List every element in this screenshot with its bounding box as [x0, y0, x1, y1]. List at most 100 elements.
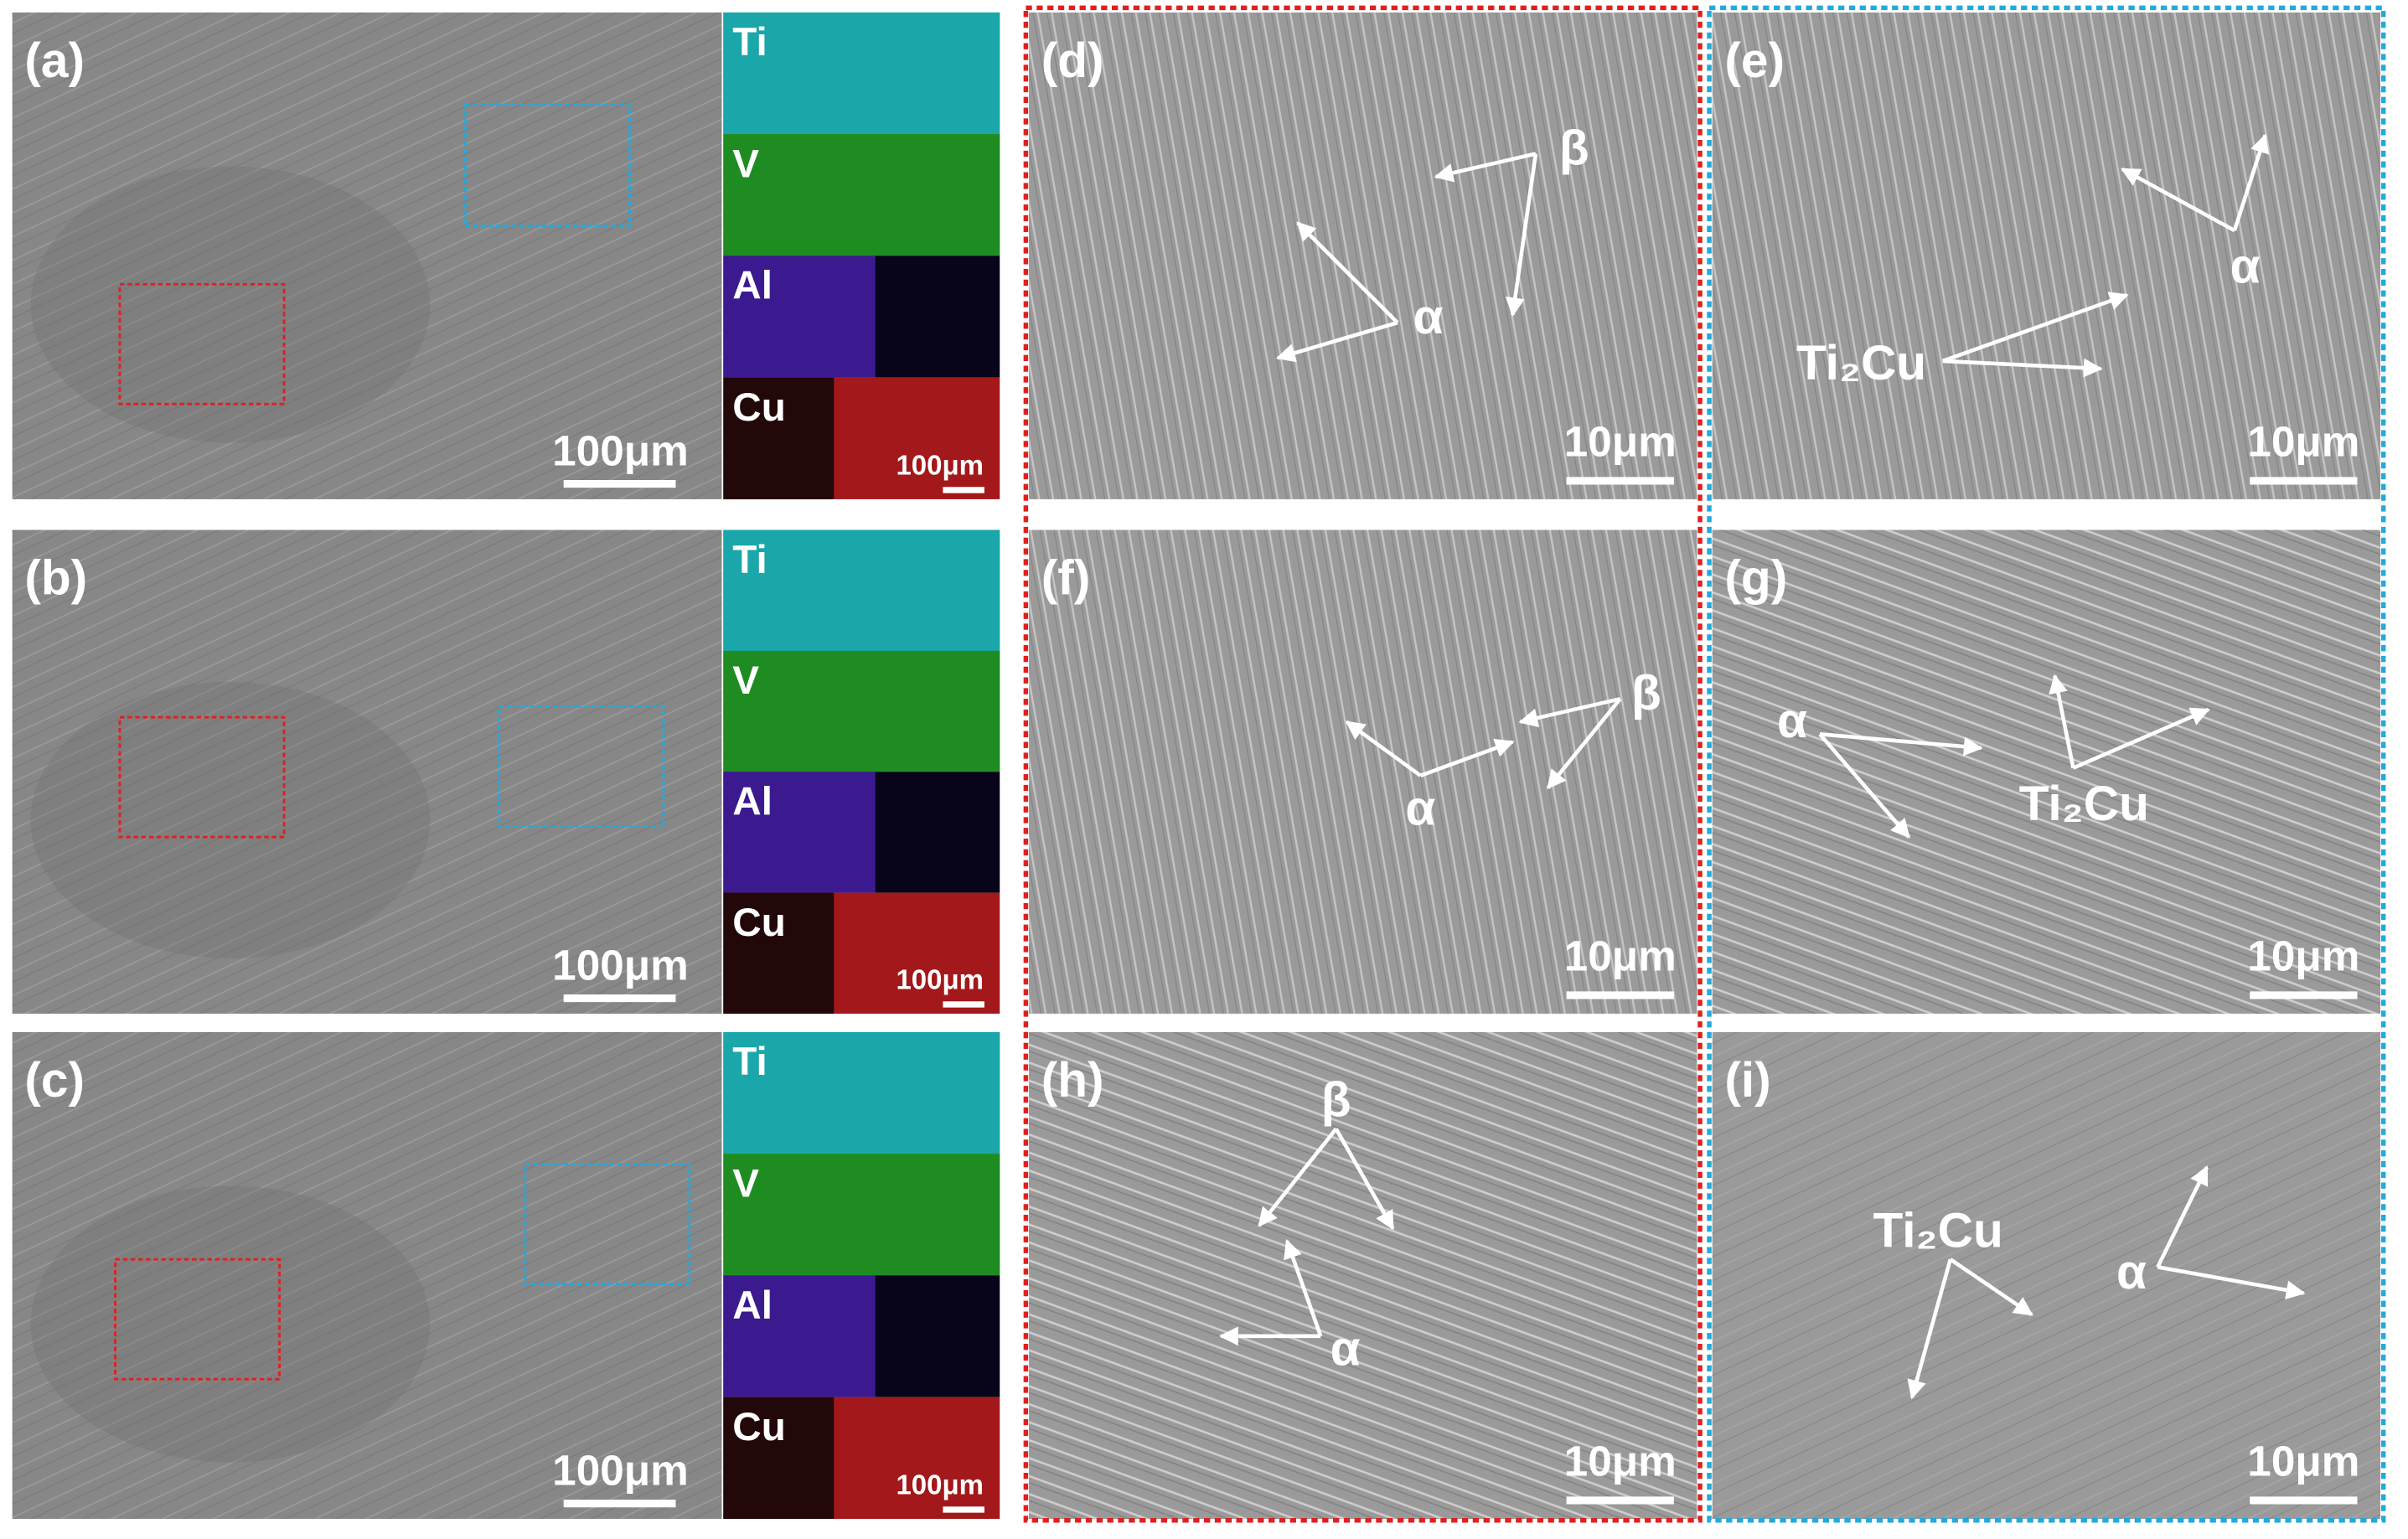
sem-texture — [1712, 1031, 2381, 1519]
eds-map-part — [723, 892, 835, 1014]
scale-bar-label: 100μm — [552, 942, 689, 989]
map-scale-bar-label: 100μm — [896, 964, 984, 995]
annotation: β — [1321, 1073, 1351, 1128]
annotation: β — [1631, 666, 1661, 720]
region-red — [114, 1258, 282, 1381]
panel-label: (i) — [1724, 1053, 1770, 1108]
sem-texture — [12, 12, 722, 499]
panel-label: (a) — [24, 34, 85, 88]
scale-bar-label: 100μm — [552, 1447, 689, 1495]
eds-map-part — [723, 1275, 876, 1397]
annotation-arrow — [1419, 738, 1515, 777]
annotation: α — [1331, 1322, 1361, 1376]
element-label: Cu — [732, 901, 786, 945]
region-blue — [498, 705, 665, 828]
annotation-arrow — [1345, 720, 1422, 777]
panel-label: (c) — [24, 1053, 85, 1108]
sem-texture — [1712, 529, 2381, 1014]
annotation-arrow — [1334, 1128, 1395, 1231]
element-label: Ti — [732, 1040, 767, 1084]
annotation-arrow — [1942, 358, 2103, 378]
sem-texture — [1029, 529, 1697, 1014]
scale-bar-label: 10μm — [1564, 932, 1677, 980]
map-scale-bar-label: 100μm — [896, 1469, 984, 1500]
eds-map-part — [723, 12, 1000, 135]
region-red — [118, 282, 286, 405]
annotation-arrow — [1505, 153, 1538, 318]
frame-red — [1023, 5, 1703, 1523]
annotation: β — [1559, 121, 1589, 175]
scale-bar-label: 10μm — [2247, 418, 2359, 466]
sem-texture — [12, 529, 722, 1014]
annotation-arrow — [2072, 707, 2210, 770]
element-label: Al — [732, 264, 773, 308]
annotation-arrow — [1296, 221, 1399, 324]
eds-map-part — [723, 772, 876, 893]
annotation: Ti₂Cu — [2019, 777, 2149, 831]
map-scale-bar-label: 100μm — [896, 450, 984, 481]
grain-shade — [30, 166, 431, 443]
panel-label: (d) — [1041, 34, 1104, 88]
grain-shade — [30, 1185, 431, 1463]
frame-blue — [1707, 5, 2386, 1523]
eds-map-part — [723, 1154, 1000, 1276]
scale-bar-label: 10μm — [1564, 1438, 1677, 1485]
annotation-arrow — [1818, 732, 1911, 839]
annotation: α — [1405, 781, 1435, 835]
region-red — [118, 715, 286, 839]
region-blue — [524, 1163, 691, 1285]
element-label: Ti — [732, 20, 767, 65]
eds-map-part — [723, 1031, 1000, 1154]
annotation-arrow — [2157, 1265, 2306, 1300]
annotation-arrow — [1907, 1258, 1953, 1400]
annotation-arrow — [1949, 1258, 2033, 1317]
eds-map-part — [723, 377, 835, 499]
annotation-arrow — [1284, 1239, 1323, 1337]
annotation: Ti₂Cu — [1873, 1204, 2002, 1258]
annotation: α — [1777, 694, 1807, 748]
eds-map-part — [723, 1397, 835, 1519]
annotation-arrow — [2121, 167, 2235, 233]
region-blue — [463, 103, 631, 228]
annotation: α — [1413, 290, 1444, 344]
sem-texture — [1029, 12, 1697, 499]
element-label: V — [732, 1162, 759, 1206]
annotation-arrow — [1546, 697, 1622, 790]
panel-label: (e) — [1724, 34, 1785, 88]
annotation-arrow — [1819, 732, 1983, 757]
scale-bar-label: 10μm — [2247, 1438, 2359, 1485]
annotation-arrow — [1258, 1127, 1338, 1227]
element-label: V — [732, 658, 759, 703]
element-label: Ti — [732, 538, 767, 582]
panel-label: (b) — [24, 551, 87, 606]
eds-map-part — [723, 650, 1000, 772]
sem-texture — [1712, 12, 2381, 499]
panel-label: (g) — [1724, 551, 1787, 606]
element-label: Cu — [732, 385, 786, 430]
eds-map-part — [723, 256, 876, 378]
annotation: Ti₂Cu — [1796, 336, 1926, 390]
annotation-arrow — [1518, 696, 1621, 728]
annotation-arrow — [2049, 674, 2075, 769]
scale-bar-label: 100μm — [552, 427, 689, 475]
annotation-arrow — [2232, 133, 2270, 231]
panel-label: (f) — [1041, 551, 1091, 606]
annotation-arrow — [1941, 292, 2129, 364]
scale-bar-label: 10μm — [1564, 418, 1677, 466]
grain-shade — [30, 682, 431, 958]
eds-map-part — [723, 134, 1000, 256]
sem-texture — [12, 1031, 722, 1519]
annotation: α — [2230, 239, 2261, 293]
panel-label: (h) — [1041, 1053, 1104, 1108]
scale-bar-label: 10μm — [2247, 932, 2359, 980]
element-label: Al — [732, 1283, 773, 1328]
element-label: Cu — [732, 1405, 786, 1449]
annotation: α — [2116, 1245, 2147, 1299]
annotation-arrow — [1275, 320, 1398, 363]
annotation-arrow — [2156, 1165, 2209, 1268]
eds-map-part — [723, 529, 1000, 651]
sem-texture — [1029, 1031, 1697, 1519]
element-label: Al — [732, 780, 773, 824]
